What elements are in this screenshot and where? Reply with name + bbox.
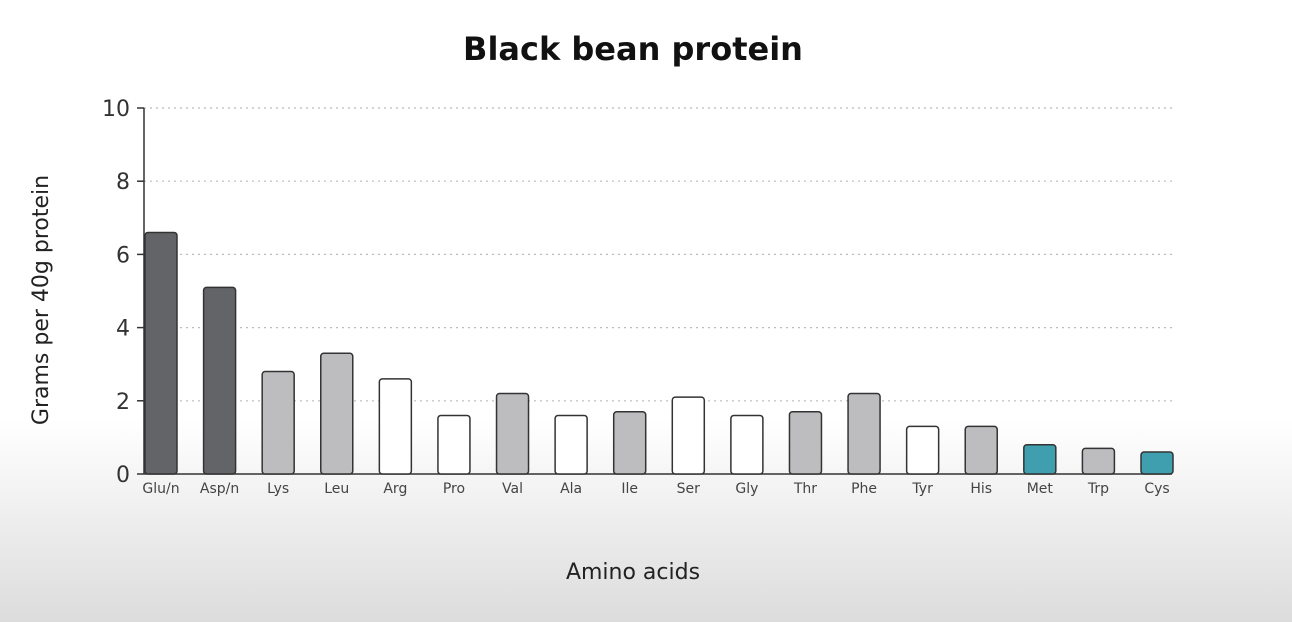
y-tick-label: 2 — [116, 390, 130, 415]
gridlines — [144, 107, 1172, 402]
x-tick-label: Thr — [793, 481, 817, 497]
y-tick-labels: 0 2 4 6 8 10 — [102, 97, 144, 488]
x-tick-label: Ser — [677, 481, 701, 497]
x-tick-label: Glu/n — [142, 481, 179, 497]
y-tick-label: 6 — [116, 243, 130, 268]
bar-gly — [730, 414, 764, 475]
x-tick-label: His — [970, 481, 992, 497]
bar-asp-n — [202, 286, 237, 475]
bar-leu — [320, 352, 354, 475]
bar-lys — [261, 370, 295, 475]
x-tick-label: Val — [502, 481, 523, 497]
bar-glu-n — [144, 231, 178, 475]
y-tick-label: 8 — [116, 170, 130, 195]
y-axis-label: Grams per 40g protein — [29, 175, 54, 425]
x-tick-label: Ala — [560, 481, 582, 497]
chart-title: Black bean protein — [463, 30, 803, 68]
bar-met — [1023, 443, 1057, 475]
bar-tyr — [905, 425, 940, 475]
bar-thr — [788, 411, 823, 475]
bar-cys — [1140, 451, 1174, 475]
x-tick-label: Leu — [324, 481, 349, 497]
bars — [144, 231, 1174, 475]
x-tick-label: Lys — [267, 481, 289, 497]
x-tick-label: Met — [1027, 481, 1054, 497]
bar-trp — [1081, 447, 1116, 475]
x-tick-label: Trp — [1087, 481, 1109, 497]
x-tick-label: Gly — [735, 481, 758, 497]
bar-ala — [554, 414, 588, 475]
x-tick-label: Pro — [443, 481, 465, 497]
x-tick-label: Cys — [1144, 481, 1169, 497]
y-tick-label: 0 — [116, 463, 130, 488]
x-tick-label: Tyr — [911, 481, 933, 497]
x-tick-label: Ile — [621, 481, 638, 497]
bar-ile — [612, 411, 647, 475]
bar-pro — [437, 414, 471, 475]
x-tick-label: Arg — [383, 481, 407, 497]
y-tick-label: 4 — [116, 317, 130, 342]
bar-phe — [847, 392, 881, 475]
y-tick-label: 10 — [102, 97, 130, 122]
bar-ser — [671, 396, 706, 475]
x-tick-label: Phe — [851, 481, 877, 497]
bar-his — [964, 425, 998, 475]
x-tick-labels: Glu/n Asp/n Lys Leu Arg Pro Val Ala Ile Ser Gly Thr… — [142, 481, 1169, 497]
bar-arg — [378, 378, 413, 475]
x-axis-label: Amino acids — [566, 560, 700, 585]
x-tick-label: Asp/n — [200, 481, 239, 497]
bar-val — [495, 392, 530, 475]
